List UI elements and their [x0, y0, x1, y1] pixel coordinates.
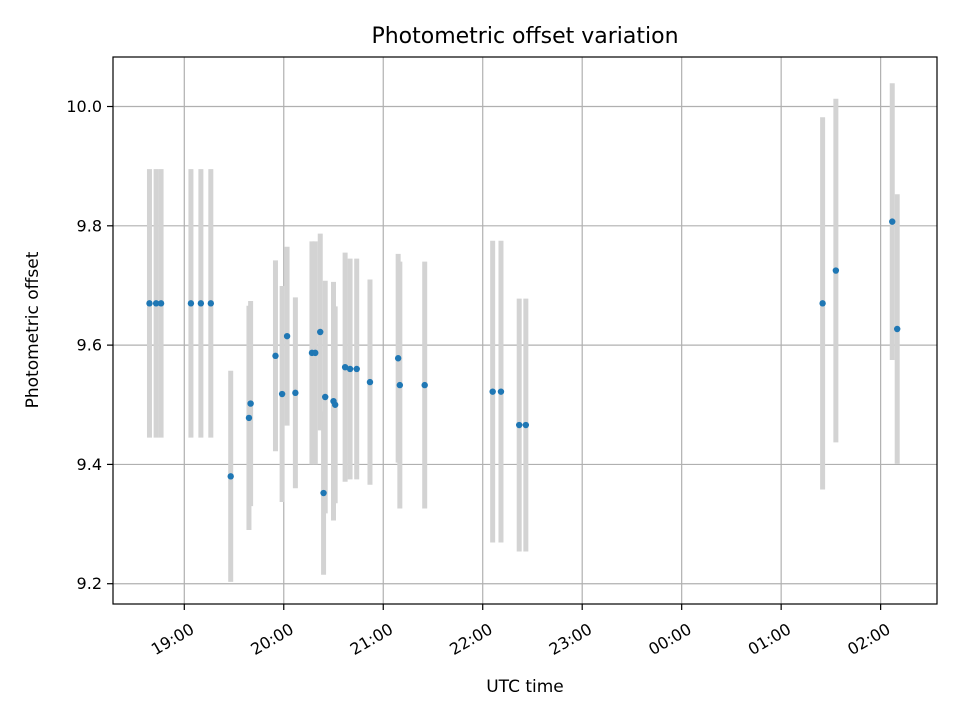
data-point: [320, 489, 327, 497]
data-points: [146, 218, 901, 497]
plot-frame: [112, 56, 938, 605]
x-tick-label: 23:00: [546, 619, 595, 659]
y-tick-label: 9.4: [77, 455, 102, 474]
data-point: [341, 363, 349, 371]
data-point: [832, 267, 840, 274]
data-point: [497, 388, 505, 395]
data-point: [207, 300, 215, 307]
x-tick-label: 20:00: [247, 619, 296, 659]
x-tick-label: 02:00: [844, 619, 893, 659]
data-point: [227, 473, 234, 480]
y-tick-label: 10.0: [66, 97, 102, 116]
x-tick-label: 01:00: [745, 619, 794, 659]
x-axis-label: UTC time: [486, 677, 564, 697]
data-point: [283, 332, 291, 340]
data-point: [292, 389, 299, 397]
errorbars: [146, 83, 900, 582]
y-tick-label: 9.2: [77, 574, 102, 593]
y-axis-ticks: 9.2 9.4 9.6 9.8 10.0: [66, 97, 113, 593]
data-point: [489, 388, 496, 395]
data-point: [197, 300, 205, 307]
data-point: [152, 300, 160, 307]
data-point: [317, 328, 324, 336]
data-point: [322, 393, 329, 401]
x-tick-label: 19:00: [148, 619, 197, 659]
data-point: [331, 401, 339, 408]
data-point: [394, 355, 402, 362]
data-point: [146, 300, 153, 307]
x-tick-label: 00:00: [645, 619, 694, 659]
x-tick-label: 21:00: [347, 619, 396, 659]
data-point: [278, 390, 286, 398]
data-point: [396, 381, 404, 389]
data-point: [312, 349, 319, 357]
y-axis-label: Photometric offset: [23, 251, 43, 408]
data-point: [187, 300, 195, 307]
y-tick-label: 9.6: [77, 336, 102, 355]
chart-title: Photometric offset variation: [371, 24, 678, 49]
data-point: [366, 378, 374, 386]
data-point: [353, 365, 360, 373]
data-point: [272, 352, 279, 360]
data-point: [157, 300, 165, 307]
data-point: [346, 365, 354, 373]
data-point: [245, 414, 253, 422]
data-point: [247, 400, 254, 407]
y-tick-label: 9.8: [77, 216, 102, 235]
x-axis-ticks: 19:00 20:00 21:00 22:00 23:00 00:00 01:00 02:00: [148, 604, 894, 659]
data-point: [515, 421, 523, 429]
data-point: [522, 421, 530, 429]
data-point: [421, 381, 428, 389]
data-point: [889, 218, 896, 225]
data-point: [819, 300, 826, 307]
x-tick-label: 22:00: [446, 619, 495, 659]
data-point: [894, 325, 901, 333]
